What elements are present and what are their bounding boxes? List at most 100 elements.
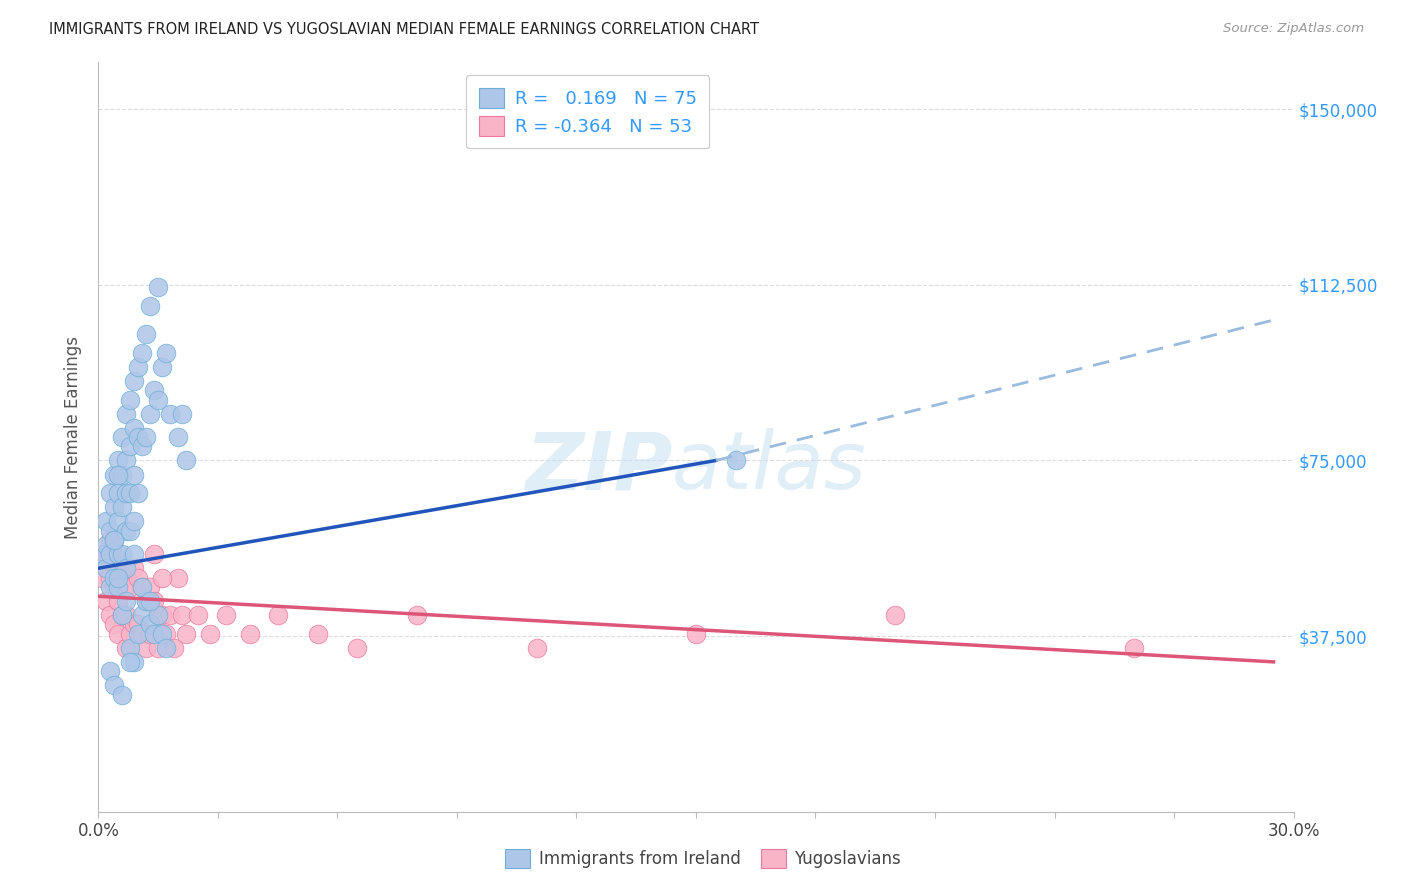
Point [139, 626, 162, 640]
Point [124, 655, 146, 669]
Point [139, 580, 162, 594]
Point [127, 486, 149, 500]
Point [135, 594, 157, 608]
Point [267, 608, 290, 623]
Point [215, 608, 238, 623]
Point [135, 326, 157, 341]
Point [96, 538, 118, 552]
Point [685, 626, 707, 640]
Point [103, 571, 125, 585]
Point [131, 580, 153, 594]
Point [115, 524, 138, 538]
Point [103, 533, 125, 547]
Point [139, 299, 162, 313]
Point [120, 392, 142, 407]
Point [91, 571, 114, 585]
Point [124, 561, 146, 575]
Point [103, 678, 125, 692]
Point [107, 453, 129, 467]
Point [124, 467, 146, 482]
Point [115, 486, 138, 500]
Point [172, 608, 194, 623]
Point [96, 514, 118, 528]
Point [103, 617, 125, 632]
Point [884, 608, 907, 623]
Point [155, 346, 177, 360]
Point [135, 594, 157, 608]
Point [143, 626, 166, 640]
Point [127, 617, 149, 632]
Point [96, 547, 118, 561]
Point [107, 547, 129, 561]
Point [124, 617, 146, 632]
Point [135, 430, 157, 444]
Point [150, 571, 173, 585]
Point [150, 608, 173, 623]
Point [150, 626, 173, 640]
Point [131, 626, 153, 640]
Point [127, 430, 149, 444]
Point [127, 626, 149, 640]
Point [98, 571, 122, 585]
Point [115, 407, 138, 421]
Point [148, 608, 170, 623]
Point [167, 571, 190, 585]
Point [115, 608, 138, 623]
Point [174, 626, 197, 640]
Point [115, 561, 138, 575]
Point [131, 580, 153, 594]
Point [107, 467, 129, 482]
Point [103, 547, 125, 561]
Point [124, 421, 146, 435]
Point [111, 608, 134, 623]
Point [98, 533, 122, 547]
Point [96, 561, 118, 575]
Point [98, 547, 122, 561]
Legend: Immigrants from Ireland, Yugoslavians: Immigrants from Ireland, Yugoslavians [499, 843, 907, 875]
Point [98, 580, 122, 594]
Point [107, 580, 129, 594]
Point [124, 374, 146, 388]
Point [159, 608, 181, 623]
Point [127, 359, 149, 374]
Point [307, 626, 329, 640]
Point [139, 617, 162, 632]
Point [91, 547, 114, 561]
Point [120, 524, 142, 538]
Point [98, 664, 122, 679]
Point [107, 594, 129, 608]
Point [406, 608, 429, 623]
Point [111, 467, 134, 482]
Point [143, 384, 166, 398]
Point [148, 640, 170, 655]
Point [111, 430, 134, 444]
Text: IMMIGRANTS FROM IRELAND VS YUGOSLAVIAN MEDIAN FEMALE EARNINGS CORRELATION CHART: IMMIGRANTS FROM IRELAND VS YUGOSLAVIAN M… [49, 22, 759, 37]
Point [120, 655, 142, 669]
Point [115, 453, 138, 467]
Point [526, 640, 548, 655]
Point [103, 580, 125, 594]
Point [187, 608, 209, 623]
Point [120, 486, 142, 500]
Point [111, 500, 134, 515]
Point [159, 407, 181, 421]
Point [124, 547, 146, 561]
Text: Source: ZipAtlas.com: Source: ZipAtlas.com [1223, 22, 1364, 36]
Point [150, 359, 173, 374]
Point [107, 561, 129, 575]
Point [155, 640, 177, 655]
Point [148, 608, 170, 623]
Point [155, 626, 177, 640]
Point [111, 547, 134, 561]
Point [103, 533, 125, 547]
Point [115, 580, 138, 594]
Point [139, 407, 162, 421]
Point [143, 547, 166, 561]
Point [135, 640, 157, 655]
Point [127, 571, 149, 585]
Point [107, 514, 129, 528]
Point [107, 486, 129, 500]
Point [148, 280, 170, 294]
Point [111, 571, 134, 585]
Point [239, 626, 262, 640]
